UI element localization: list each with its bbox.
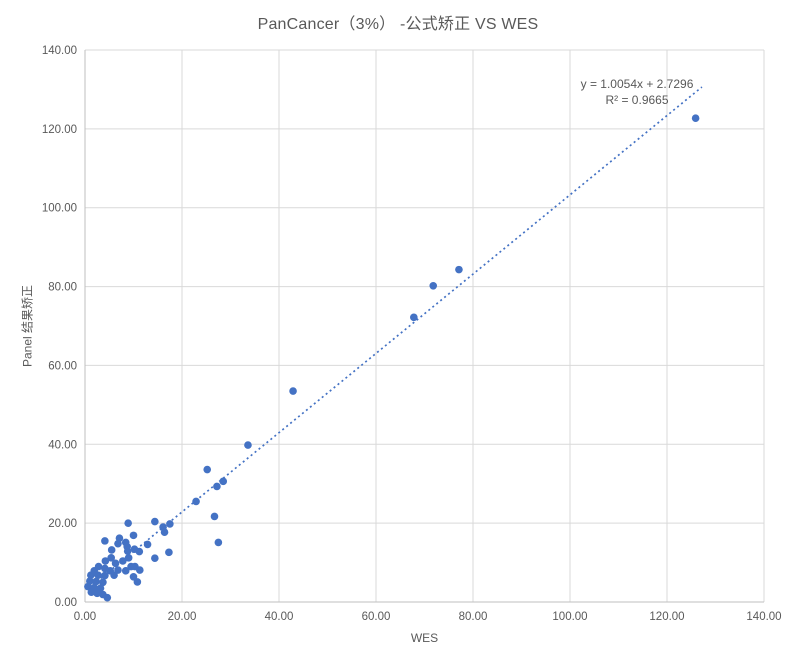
y-tick-label: 40.00 xyxy=(48,439,77,451)
scatter-point xyxy=(121,567,130,575)
y-tick-label: 60.00 xyxy=(48,360,77,372)
trendline-annotation: y = 1.0054x + 2.7296 R² = 0.9665 xyxy=(553,76,721,108)
y-tick-label: 100.00 xyxy=(42,203,77,215)
scatter-point xyxy=(289,387,297,395)
scatter-point xyxy=(160,528,169,537)
x-tick-label: 0.00 xyxy=(74,611,96,623)
scatter-point xyxy=(110,571,118,579)
y-tick-label: 140.00 xyxy=(42,45,77,57)
scatter-point xyxy=(107,554,115,562)
scatter-point xyxy=(92,577,100,586)
scatter-point xyxy=(219,477,228,486)
y-tick-label: 0.00 xyxy=(55,597,77,609)
scatter-point xyxy=(135,547,144,556)
scatter-point xyxy=(114,539,122,548)
scatter-point xyxy=(691,114,700,123)
x-tick-label: 120.00 xyxy=(649,611,684,623)
scatter-point xyxy=(84,582,92,591)
y-axis-title: Panel 结果矫正 xyxy=(20,284,35,368)
scatter-point xyxy=(107,546,116,554)
scatter-point xyxy=(93,589,101,598)
scatter-point xyxy=(101,557,110,565)
scatter-point xyxy=(133,578,142,586)
y-tick-label: 80.00 xyxy=(48,282,77,294)
scatter-point xyxy=(129,531,138,540)
scatter-point xyxy=(165,548,173,557)
scatter-point xyxy=(136,566,144,574)
trendline-equation: y = 1.0054x + 2.7296 xyxy=(580,77,694,91)
x-axis-title: WES xyxy=(410,631,439,645)
x-tick-label: 20.00 xyxy=(168,611,197,623)
scatter-point xyxy=(101,564,109,573)
scatter-point xyxy=(123,547,132,555)
scatter-point xyxy=(166,520,174,528)
scatter-point xyxy=(151,554,159,563)
scatter-point xyxy=(87,571,95,579)
scatter-point xyxy=(214,538,223,547)
scatter-point xyxy=(210,512,219,521)
scatter-point xyxy=(410,313,418,322)
scatter-point xyxy=(87,588,96,596)
scatter-point xyxy=(101,571,109,580)
scatter-point xyxy=(101,537,109,545)
x-tick-label: 40.00 xyxy=(265,611,294,623)
y-tick-label: 20.00 xyxy=(48,518,77,530)
x-tick-label: 100.00 xyxy=(552,611,587,623)
scatter-point xyxy=(127,562,135,571)
chart-title: PanCancer（3%） -公式矫正 VS WES xyxy=(257,16,539,33)
scatter-point xyxy=(94,571,102,579)
scatter-point xyxy=(124,554,133,562)
scatter-point xyxy=(244,441,252,449)
scatter-point xyxy=(455,265,463,274)
scatter-point xyxy=(213,482,221,491)
r-squared-label: R² = 0.9665 xyxy=(605,93,669,107)
x-tick-label: 60.00 xyxy=(362,611,391,623)
scatter-point xyxy=(203,465,212,474)
scatter-point xyxy=(124,519,132,527)
scatter-point xyxy=(429,281,438,290)
scatter-point xyxy=(151,517,159,526)
x-tick-label: 140.00 xyxy=(746,611,781,623)
scatter-point xyxy=(111,559,120,568)
x-tick-label: 80.00 xyxy=(459,611,488,623)
scatter-point xyxy=(99,578,107,587)
scatter-point xyxy=(103,593,112,602)
y-tick-label: 120.00 xyxy=(42,124,77,136)
trendline xyxy=(88,86,703,589)
